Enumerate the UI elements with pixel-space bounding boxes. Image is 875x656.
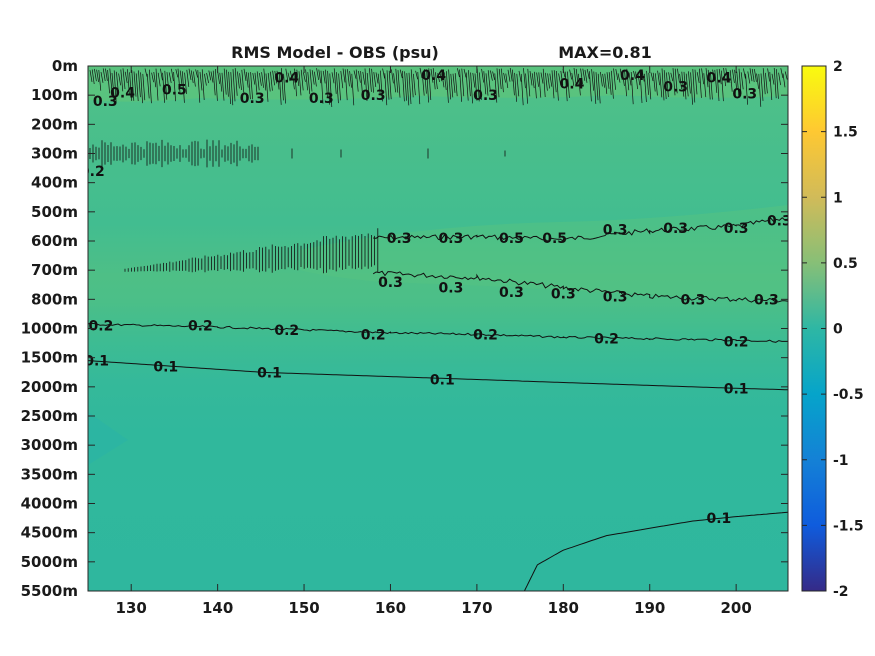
surface-noise bbox=[89, 67, 788, 108]
contour-label: 0.4 bbox=[706, 71, 731, 87]
y-tick-label: 5500m bbox=[21, 582, 78, 600]
contour-label: 0.3 bbox=[724, 221, 749, 237]
y-tick-label: 2500m bbox=[21, 407, 78, 425]
contour-label: 0.3 bbox=[681, 292, 706, 308]
contour-noise bbox=[89, 67, 788, 274]
contour-label: 0.3 bbox=[663, 221, 688, 237]
contour-label: 0.3 bbox=[361, 88, 386, 104]
x-tick-label: 180 bbox=[548, 599, 579, 617]
contour-labels: 0.30.4 0.50.30.40.3 0.30.40.30.40.40.30.40… bbox=[80, 68, 792, 527]
max-label: MAX=0.81 bbox=[558, 43, 652, 62]
y-tick-label: 1000m bbox=[21, 320, 78, 338]
contour-label: 0.3 bbox=[93, 94, 118, 110]
contour-line bbox=[523, 511, 788, 591]
colorbar-tick-label: -1 bbox=[833, 453, 849, 469]
y-tick-label: 200m bbox=[31, 115, 78, 133]
contour-label: 0.3 bbox=[603, 222, 628, 238]
contour-label: 0.3 bbox=[499, 285, 524, 301]
y-tick-label: 4500m bbox=[21, 524, 78, 542]
contour-label: 0.5 bbox=[542, 231, 567, 247]
colorbar-ticks: 2 1.5 1 0.5 0 -0.5 -1 -1.5 -2 bbox=[802, 59, 864, 600]
x-tick-label: 200 bbox=[720, 599, 751, 617]
x-tick-label: 190 bbox=[634, 599, 665, 617]
x-axis: 130 140 150 160 170 180 190 200 bbox=[116, 66, 752, 617]
x-tick-label: 170 bbox=[461, 599, 492, 617]
contour-label: 0.5 bbox=[162, 82, 187, 98]
y-tick-label: 3500m bbox=[21, 465, 78, 483]
contour-label: 0.1 bbox=[430, 373, 455, 389]
colorbar-tick-label: 0 bbox=[833, 322, 843, 338]
contour-lines bbox=[88, 217, 788, 591]
contour-label: 0.3 bbox=[551, 287, 576, 303]
contour-label: 0.2 bbox=[473, 327, 498, 343]
contour-label: 0.2 bbox=[594, 332, 619, 348]
x-tick-label: 150 bbox=[288, 599, 319, 617]
contour-label: 0.4 bbox=[560, 77, 585, 93]
contour-label: 0.3 bbox=[387, 231, 412, 247]
contour-label: 0.3 bbox=[663, 79, 688, 95]
contour-label: 0.4 bbox=[274, 71, 299, 87]
contour-label: 0.3 bbox=[754, 292, 779, 308]
contour-label: 0.1 bbox=[724, 381, 749, 397]
colorbar-tick-label: -2 bbox=[833, 584, 849, 600]
contour-line bbox=[373, 217, 788, 243]
colorbar: 2 1.5 1 0.5 0 -0.5 -1 -1.5 -2 bbox=[801, 59, 864, 600]
y-tick-label: 2000m bbox=[21, 378, 78, 396]
plot-area: 0.30.4 0.50.30.40.3 0.30.40.30.40.40.30.40… bbox=[80, 66, 792, 591]
contour-label: 0.4 bbox=[110, 85, 135, 101]
y-tick-label: 5000m bbox=[21, 553, 78, 571]
x-tick-label: 130 bbox=[116, 599, 147, 617]
contour-label: 0.3 bbox=[603, 289, 628, 305]
contour-label: 0.3 bbox=[732, 87, 757, 103]
x-tick-label: 140 bbox=[202, 599, 233, 617]
contour-label: 0.2 bbox=[188, 319, 213, 335]
contour-label: 0.3 bbox=[309, 91, 334, 107]
contour-label: 0.2 bbox=[274, 323, 299, 339]
colorbar-tick-label: 1 bbox=[833, 190, 843, 206]
y-tick-label: 400m bbox=[31, 174, 78, 192]
colorbar-tick-label: -1.5 bbox=[833, 518, 864, 534]
x-tick-label: 160 bbox=[375, 599, 406, 617]
y-tick-label: 600m bbox=[31, 232, 78, 250]
contour-line bbox=[88, 360, 788, 391]
chart-title: RMS Model - OBS (psu) bbox=[231, 43, 439, 62]
y-tick-label: 3000m bbox=[21, 436, 78, 454]
y-tick-label: 700m bbox=[31, 261, 78, 279]
contour-label: 0.3 bbox=[767, 214, 792, 230]
contour-line bbox=[372, 270, 788, 303]
band-700m-noise bbox=[124, 228, 379, 274]
y-tick-label: 0m bbox=[52, 57, 78, 75]
contour-label: 0.3 bbox=[473, 88, 498, 104]
colorbar-tick-label: 2 bbox=[833, 59, 843, 75]
contour-label: 0.3 bbox=[439, 281, 464, 297]
contour-label: 0.2 bbox=[724, 335, 749, 351]
contour-label: 0.4 bbox=[620, 68, 645, 84]
colorbar-tick-label: 1.5 bbox=[833, 125, 858, 141]
contour-label: 0.2 bbox=[80, 164, 105, 180]
contour-label: 0.1 bbox=[257, 365, 282, 381]
contour-label: 0.1 bbox=[706, 511, 731, 527]
contour-label: 0.4 bbox=[421, 68, 446, 84]
y-axis: 0m 100m 200m 300m 400m 500m 600m 700m 800m 1000m 1… bbox=[21, 57, 788, 600]
contour-label: 0.1 bbox=[153, 359, 178, 375]
contour-line bbox=[88, 322, 788, 343]
contour-label: 0.3 bbox=[378, 275, 403, 291]
colorbar-tick-label: 0.5 bbox=[833, 256, 858, 272]
contour-label: 0.2 bbox=[361, 327, 386, 343]
y-tick-label: 500m bbox=[31, 203, 78, 221]
colorbar-tick-label: -0.5 bbox=[833, 387, 864, 403]
contour-label: 0.5 bbox=[499, 231, 524, 247]
contour-label: 0.3 bbox=[439, 231, 464, 247]
y-tick-label: 100m bbox=[31, 86, 78, 104]
mid-depth-band bbox=[300, 205, 788, 300]
salinity-field bbox=[88, 66, 788, 591]
contour-label: 0.3 bbox=[240, 91, 265, 107]
y-tick-label: 1500m bbox=[21, 349, 78, 367]
y-tick-label: 800m bbox=[31, 290, 78, 308]
contour-label: 0.2 bbox=[89, 319, 114, 335]
y-tick-label: 4000m bbox=[21, 495, 78, 513]
deep-patch bbox=[88, 412, 128, 465]
y-tick-label: 300m bbox=[31, 145, 78, 163]
